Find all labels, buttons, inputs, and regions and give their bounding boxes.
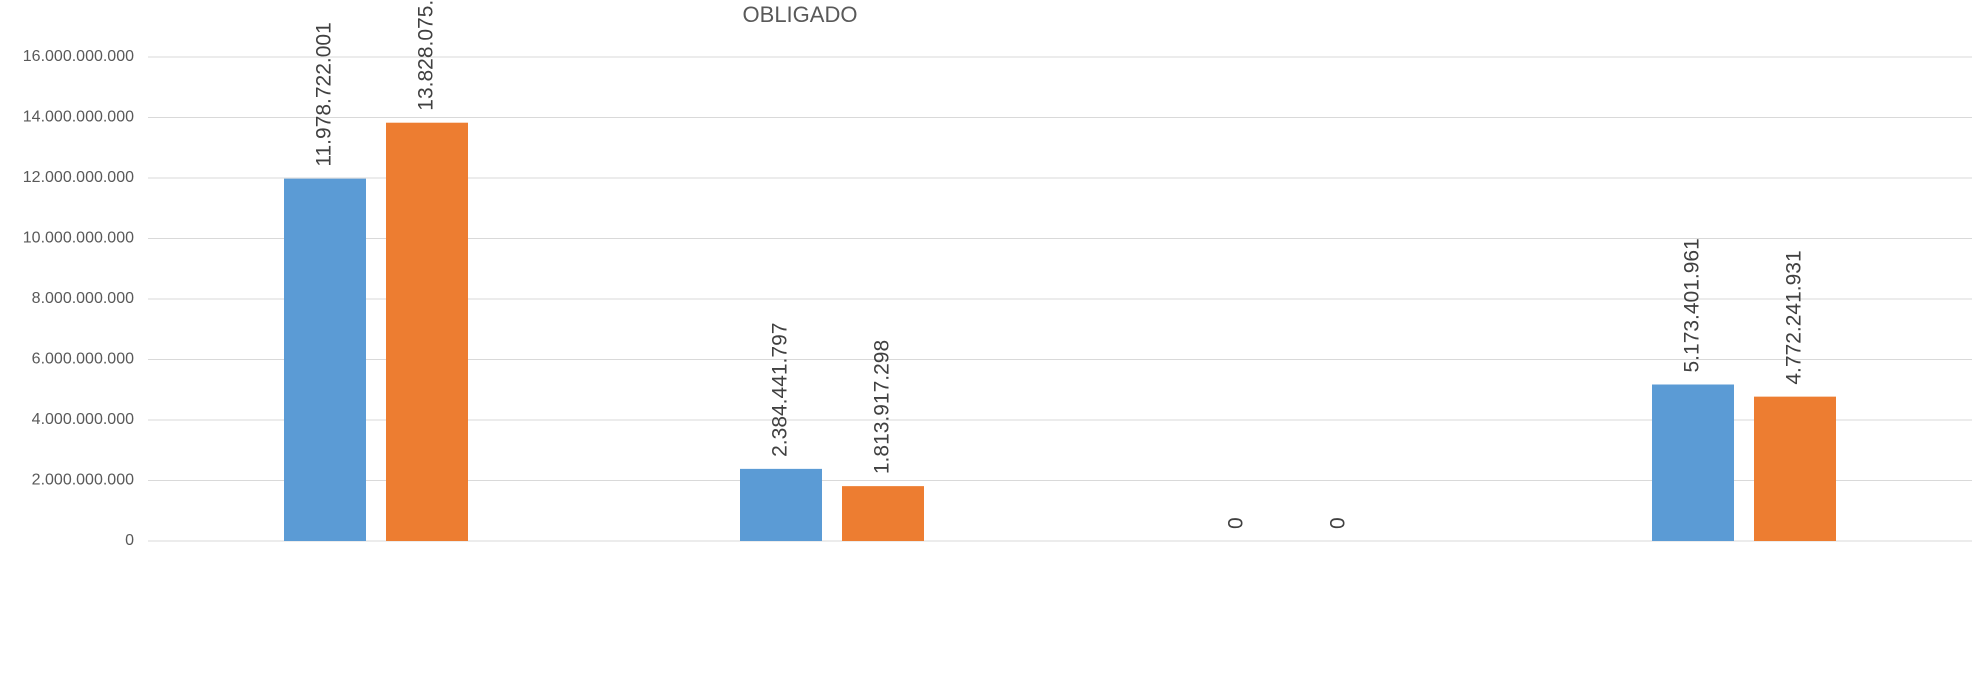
value-label: 5.173.401.961 [1681, 238, 1704, 372]
value-label: 13.828.075.630 [415, 0, 438, 111]
y-tick-label: 12.000.000.000 [23, 169, 134, 186]
bar [386, 122, 468, 541]
value-label: 0 [1225, 517, 1248, 529]
y-tick-label: 0 [125, 532, 134, 549]
y-tick-label: 2.000.000.000 [32, 472, 134, 489]
y-tick-label: 14.000.000.000 [23, 109, 134, 126]
value-label: 1.813.917.298 [871, 340, 894, 474]
value-label: 0 [1327, 517, 1350, 529]
y-tick-label: 4.000.000.000 [32, 411, 134, 428]
value-label: 4.772.241.931 [1783, 250, 1806, 384]
bar [284, 178, 366, 541]
chart-title: OBLIGADO [743, 2, 858, 27]
bar [1652, 384, 1734, 541]
value-label: 11.978.722.001 [313, 22, 336, 166]
y-tick-label: 16.000.000.000 [23, 48, 134, 65]
value-label: 2.384.441.797 [769, 323, 792, 457]
y-tick-label: 6.000.000.000 [32, 351, 134, 368]
bar [1754, 396, 1836, 541]
y-tick-label: 10.000.000.000 [23, 230, 134, 247]
bar [842, 486, 924, 541]
bar [740, 468, 822, 541]
y-tick-label: 8.000.000.000 [32, 290, 134, 307]
